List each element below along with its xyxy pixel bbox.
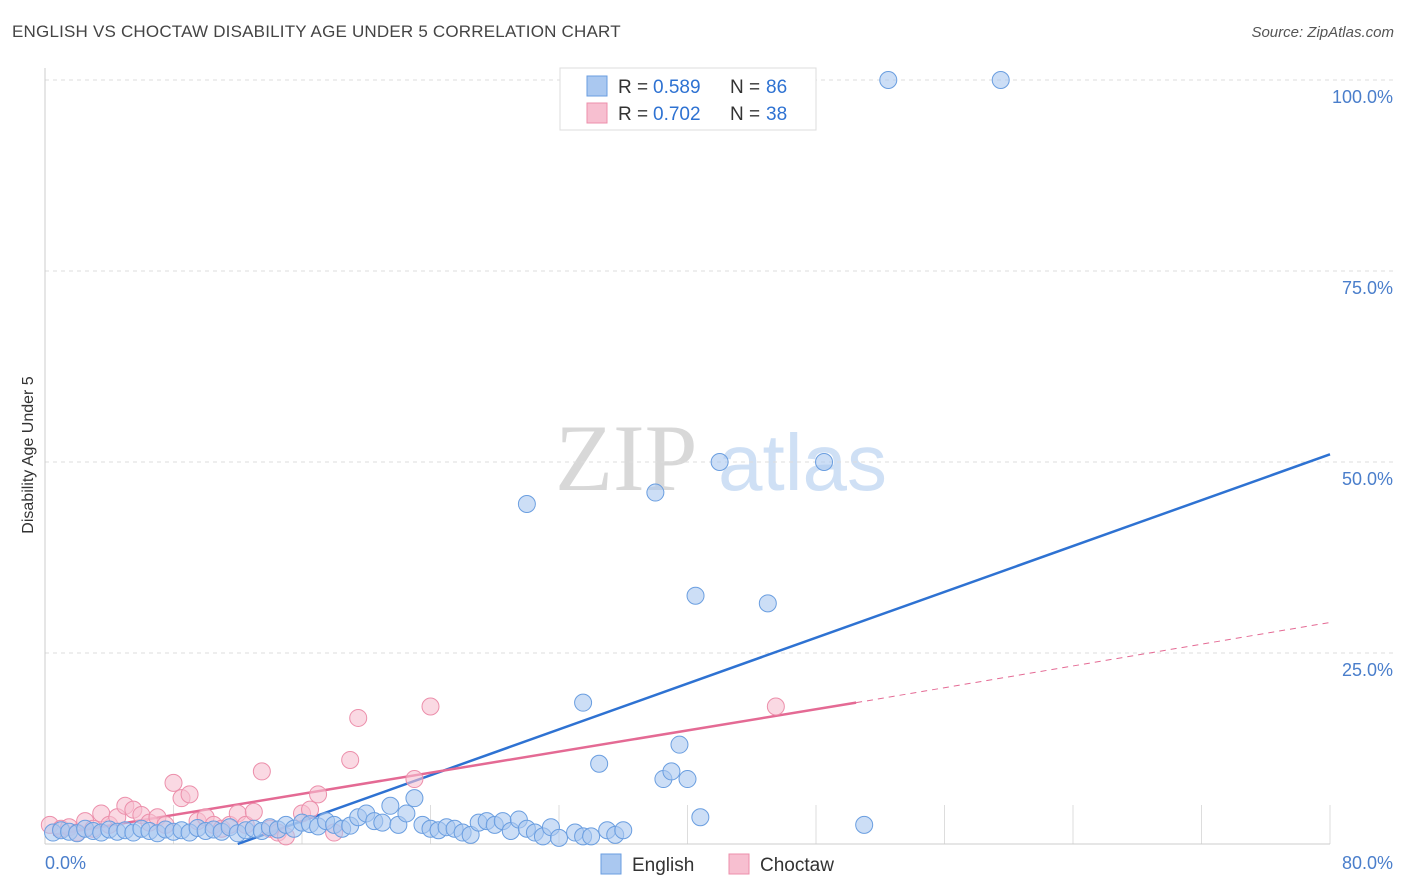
legend-choctaw-n-label: N =	[730, 104, 760, 125]
point-english	[991, 71, 1010, 89]
chart-title: ENGLISH VS CHOCTAW DISABILITY AGE UNDER …	[12, 22, 621, 41]
point-choctaw	[421, 697, 440, 716]
point-english	[710, 453, 729, 471]
point-choctaw	[164, 773, 183, 792]
point-english	[582, 827, 601, 846]
y-tick-label: 100.0%	[1332, 87, 1393, 107]
point-english	[550, 828, 568, 847]
legend-choctaw-n-value: 38	[766, 104, 787, 125]
trend-choctaw	[52, 701, 857, 837]
y-axis-label: Disability Age Under 5	[20, 376, 37, 534]
x-tick-label: 0.0%	[45, 853, 86, 873]
point-choctaw	[349, 708, 368, 727]
data-points	[40, 71, 1010, 847]
point-choctaw	[244, 802, 263, 821]
watermark-zip: ZIP	[555, 405, 698, 511]
legend-english-r-value: 0.589	[653, 77, 701, 98]
point-choctaw	[341, 750, 360, 769]
point-english	[574, 693, 593, 712]
axes	[44, 68, 1330, 845]
chart-source: Source: ZipAtlas.com	[1251, 24, 1394, 41]
y-tick-label: 50.0%	[1342, 469, 1393, 489]
bottom-legend-english: English	[632, 855, 694, 876]
point-english	[397, 804, 416, 823]
legend-swatch-choctaw	[586, 102, 608, 124]
point-choctaw	[309, 785, 328, 804]
point-english	[381, 796, 400, 815]
point-choctaw	[180, 785, 199, 804]
point-english	[662, 762, 681, 781]
point-english	[670, 735, 689, 754]
point-choctaw	[766, 697, 785, 716]
series-legend: English Choctaw	[600, 853, 834, 876]
y-tick-label: 75.0%	[1342, 278, 1393, 298]
trend-choctaw-extension	[856, 621, 1331, 704]
point-english	[678, 770, 697, 789]
trend-english	[237, 453, 1331, 846]
bottom-legend-choctaw: Choctaw	[760, 855, 834, 876]
point-choctaw	[252, 762, 271, 781]
correlation-legend: R = 0.589 N = 86 R = 0.702 N = 38	[559, 67, 817, 131]
point-english	[646, 483, 665, 502]
legend-english-r-label: R =	[618, 77, 648, 98]
y-tick-label: 25.0%	[1342, 660, 1393, 680]
point-english	[815, 453, 834, 471]
legend-choctaw-r-value: 0.702	[653, 104, 701, 125]
legend-english-n-value: 86	[766, 77, 787, 98]
point-english	[758, 594, 777, 613]
point-choctaw	[405, 770, 424, 789]
point-english	[686, 586, 705, 605]
point-english	[855, 815, 874, 834]
point-english	[590, 754, 609, 773]
point-english	[879, 71, 898, 89]
bottom-legend-swatch-english	[600, 853, 622, 875]
point-english	[614, 821, 633, 840]
x-tick-label: 80.0%	[1342, 853, 1393, 873]
legend-choctaw-r-label: R =	[618, 104, 648, 125]
legend-english-n-label: N =	[730, 77, 760, 98]
point-english	[517, 495, 536, 514]
point-english	[373, 813, 392, 832]
point-english	[405, 789, 424, 808]
tick-labels: 25.0% 50.0% 75.0% 100.0% 0.0% 80.0%	[45, 87, 1393, 873]
bottom-legend-swatch-choctaw	[728, 853, 750, 875]
point-english	[691, 808, 710, 827]
watermark-atlas: atlas	[718, 418, 887, 507]
legend-swatch-english	[586, 75, 608, 97]
